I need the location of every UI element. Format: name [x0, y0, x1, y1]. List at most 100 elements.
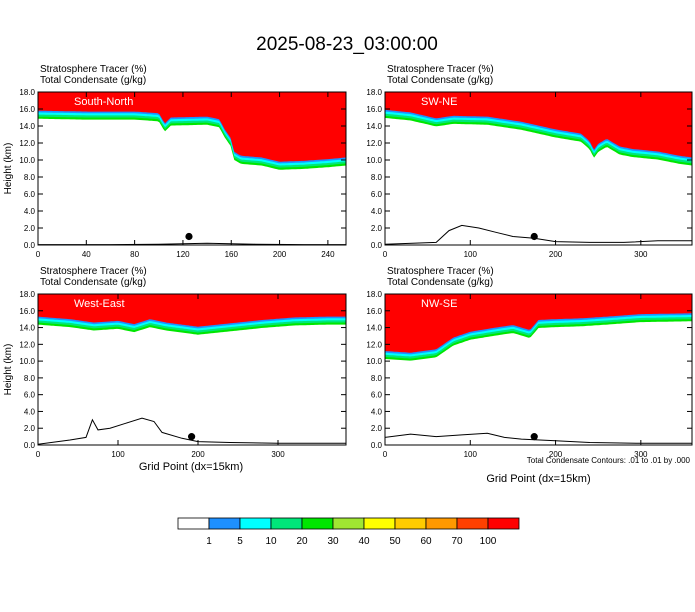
y-tick-label: 0.0 — [24, 241, 36, 250]
x-tick-label: 0 — [383, 250, 388, 259]
plot-frame — [384, 293, 693, 446]
panel-title-tracer: Stratosphere Tracer (%) — [40, 64, 147, 75]
y-tick-label: 6.0 — [24, 190, 36, 199]
y-tick-label: 12.0 — [366, 340, 382, 349]
panel-south-north: Stratosphere Tracer (%)Total Condensate … — [3, 64, 347, 259]
x-tick-label: 300 — [634, 450, 648, 459]
y-axis-label: Height (km) — [3, 344, 14, 396]
colorbar: 1 5 10 20 30 40 50 60 70 100 — [177, 517, 520, 547]
panel-title-condensate: Total Condensate (g/kg) — [40, 277, 146, 288]
y-tick-label: 4.0 — [24, 207, 36, 216]
panel-nw-se: Stratosphere Tracer (%)Total Condensate … — [366, 266, 693, 485]
x-tick-label: 0 — [383, 450, 388, 459]
x-tick-label: 120 — [176, 250, 190, 259]
y-tick-label: 2.0 — [24, 424, 36, 433]
y-tick-label: 2.0 — [24, 224, 36, 233]
y-tick-label: 8.0 — [371, 173, 383, 182]
x-tick-label: 0 — [36, 250, 41, 259]
y-tick-label: 14.0 — [19, 122, 35, 131]
terrain-line — [38, 417, 346, 445]
y-tick-label: 8.0 — [24, 374, 36, 383]
y-tick-label: 18.0 — [19, 290, 35, 299]
colorbar-label: 1 — [206, 536, 212, 547]
location-marker — [530, 232, 538, 241]
colorbar-label: 10 — [265, 536, 277, 547]
figure-title: 2025-08-23_03:00:00 — [256, 34, 438, 55]
plot-frame — [37, 293, 347, 446]
y-tick-label: 18.0 — [366, 290, 382, 299]
x-tick-label: 40 — [82, 250, 91, 259]
location-marker — [530, 433, 538, 441]
y-tick-label: 6.0 — [371, 190, 383, 199]
colorbar-swatch — [270, 517, 303, 530]
y-tick-label: 18.0 — [19, 88, 35, 97]
y-tick-label: 12.0 — [19, 139, 35, 148]
colorbar-label: 30 — [327, 536, 339, 547]
panel-label: SW-NE — [421, 96, 457, 108]
colorbar-swatch — [239, 517, 272, 530]
colorbar-label: 20 — [296, 536, 308, 547]
x-tick-label: 100 — [464, 450, 478, 459]
x-tick-label: 80 — [130, 250, 139, 259]
colorbar-label: 60 — [420, 536, 432, 547]
y-tick-label: 10.0 — [366, 357, 382, 366]
y-tick-label: 6.0 — [371, 391, 383, 400]
terrain-line — [385, 224, 692, 245]
panel-title-tracer: Stratosphere Tracer (%) — [40, 266, 147, 277]
colorbar-swatch — [425, 517, 458, 530]
colorbar-swatch — [177, 517, 210, 530]
panel-sw-ne: Stratosphere Tracer (%)Total Condensate … — [366, 64, 693, 259]
y-tick-label: 14.0 — [366, 324, 382, 333]
y-tick-label: 10.0 — [366, 156, 382, 165]
panel-title-condensate: Total Condensate (g/kg) — [387, 277, 493, 288]
y-tick-label: 16.0 — [366, 105, 382, 114]
panel-title-tracer: Stratosphere Tracer (%) — [387, 266, 494, 277]
colorbar-label: 40 — [358, 536, 370, 547]
plot-frame — [37, 91, 347, 246]
x-tick-label: 240 — [321, 250, 335, 259]
location-marker — [188, 433, 196, 441]
colorbar-label: 100 — [480, 536, 497, 547]
y-axis-label: Height (km) — [3, 143, 14, 195]
y-tick-label: 10.0 — [19, 357, 35, 366]
y-tick-label: 16.0 — [366, 307, 382, 316]
colorbar-label: 5 — [237, 536, 243, 547]
y-tick-label: 6.0 — [24, 391, 36, 400]
colorbar-swatch — [363, 517, 396, 530]
y-tick-label: 16.0 — [19, 307, 35, 316]
x-tick-label: 100 — [111, 450, 125, 459]
terrain-line — [385, 432, 692, 444]
x-tick-label: 160 — [225, 250, 239, 259]
y-tick-label: 4.0 — [371, 207, 383, 216]
panel-label: West-East — [74, 298, 125, 310]
x-tick-label: 200 — [549, 450, 563, 459]
y-tick-label: 4.0 — [24, 407, 36, 416]
tracer-region-100 — [385, 92, 692, 158]
panel-label: South-North — [74, 96, 133, 108]
colorbar-swatch — [456, 517, 489, 530]
colorbar-label: 70 — [451, 536, 463, 547]
location-marker — [185, 232, 193, 241]
colorbar-swatch — [394, 517, 427, 530]
colorbar-swatch — [487, 517, 520, 530]
x-tick-label: 200 — [273, 250, 287, 259]
panel-title-condensate: Total Condensate (g/kg) — [40, 75, 146, 86]
y-tick-label: 12.0 — [19, 340, 35, 349]
y-tick-label: 2.0 — [371, 424, 383, 433]
colorbar-label: 50 — [389, 536, 401, 547]
x-tick-label: 200 — [191, 450, 205, 459]
panel-label: NW-SE — [421, 298, 457, 310]
left-x-axis-label: Grid Point (dx=15km) — [139, 461, 243, 473]
y-tick-label: 2.0 — [371, 224, 383, 233]
tracer-region-100 — [38, 294, 346, 327]
y-tick-label: 14.0 — [19, 324, 35, 333]
y-tick-label: 12.0 — [366, 139, 382, 148]
y-tick-label: 8.0 — [24, 173, 36, 182]
x-tick-label: 300 — [634, 250, 648, 259]
x-tick-label: 300 — [271, 450, 285, 459]
plot-frame — [384, 91, 693, 246]
x-tick-label: 100 — [464, 250, 478, 259]
y-tick-label: 18.0 — [366, 88, 382, 97]
panel-title-tracer: Stratosphere Tracer (%) — [387, 64, 494, 75]
